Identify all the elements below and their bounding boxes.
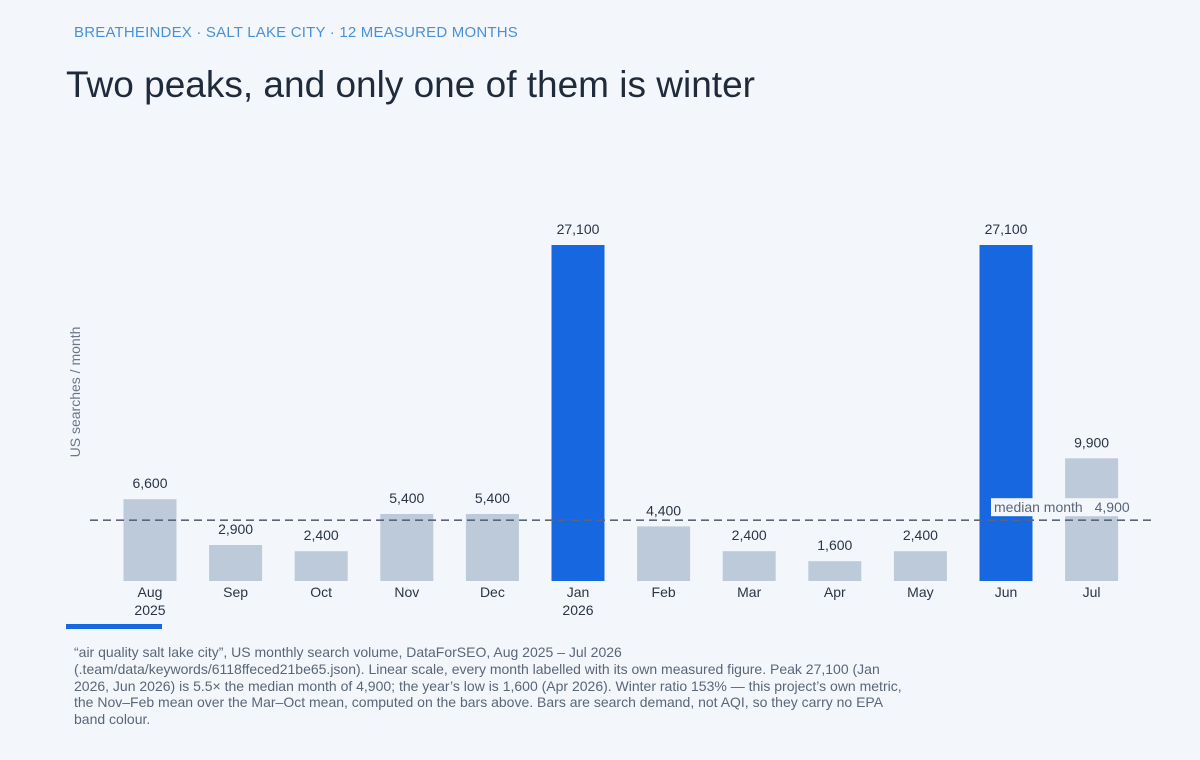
x-tick-label-2: Oct — [310, 584, 332, 600]
x-tick-labels-group: Aug 2025 Sep Oct Nov Dec Jan 2026 Feb Mar Apr May Ju… — [134, 584, 1100, 618]
x-tick-label-10: Jun — [995, 584, 1018, 600]
value-label-2: 2,400 — [304, 527, 339, 543]
value-label-0: 6,600 — [132, 475, 167, 491]
value-label-10: 27,100 — [985, 221, 1028, 237]
value-label-8: 1,600 — [817, 537, 852, 553]
bar-5 — [551, 245, 605, 581]
x-tick-label-11: Jul — [1083, 584, 1101, 600]
bar-10 — [979, 245, 1033, 581]
x-tick-label-6: Feb — [652, 584, 676, 600]
x-tick-label-7: Mar — [737, 584, 761, 600]
x-tick-label-5: Jan 2026 — [562, 584, 593, 618]
x-tick-label-3: Nov — [394, 584, 419, 600]
bar-1 — [209, 545, 263, 581]
accent-rule — [66, 624, 162, 629]
median-label: median month 4,900 — [994, 499, 1130, 515]
chart-caption: “air quality salt lake city”, US monthly… — [74, 644, 902, 728]
median-reference: median month 4,900 — [90, 498, 1153, 522]
value-label-11: 9,900 — [1074, 434, 1109, 450]
kicker: BREATHEINDEX · SALT LAKE CITY · 12 MEASU… — [74, 24, 518, 41]
bar-0 — [123, 499, 177, 581]
page-title: Two peaks, and only one of them is winte… — [66, 64, 755, 105]
bar-4 — [465, 514, 519, 581]
median-label-value: 4,900 — [1095, 499, 1130, 515]
y-axis-label: US searches / month — [67, 327, 83, 458]
x-tick-label-0: Aug 2025 — [134, 584, 165, 618]
bar-7 — [722, 551, 776, 581]
bar-9 — [893, 551, 947, 581]
median-label-text: median month — [994, 499, 1083, 515]
bar-6 — [637, 526, 691, 581]
bar-2 — [294, 551, 348, 581]
bar-chart: 6,600 2,900 2,400 5,400 5,400 27,100 4,400 2,40… — [67, 221, 1153, 618]
bars-group — [123, 245, 1119, 581]
value-label-5: 27,100 — [557, 221, 600, 237]
value-label-3: 5,400 — [389, 490, 424, 506]
x-tick-label-4: Dec — [480, 584, 505, 600]
value-label-9: 2,400 — [903, 527, 938, 543]
x-tick-label-8: Apr — [824, 584, 846, 600]
value-labels-group: 6,600 2,900 2,400 5,400 5,400 27,100 4,400 2,40… — [132, 221, 1109, 553]
value-label-6: 4,400 — [646, 502, 681, 518]
x-tick-label-9: May — [907, 584, 933, 600]
bar-3 — [380, 514, 434, 581]
value-label-7: 2,400 — [732, 527, 767, 543]
value-label-4: 5,400 — [475, 490, 510, 506]
bar-8 — [808, 561, 862, 581]
x-tick-label-1: Sep — [223, 584, 248, 600]
median-label-background — [991, 498, 1133, 517]
value-label-1: 2,900 — [218, 521, 253, 537]
